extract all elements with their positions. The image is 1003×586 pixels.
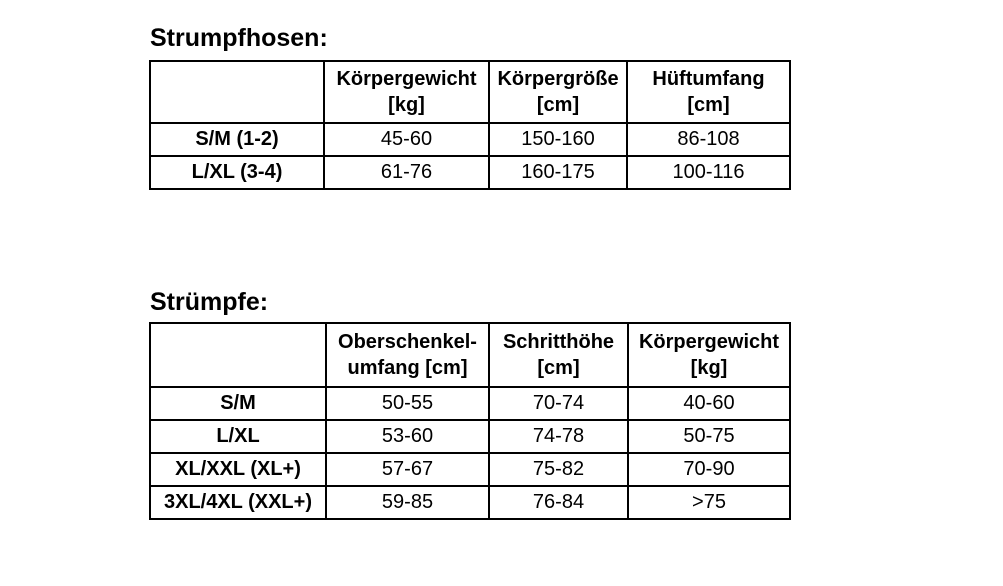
row-label: S/M (1-2) [149, 122, 325, 157]
cell-hueftumfang: 86-108 [626, 122, 791, 157]
row-label: 3XL/4XL (XXL+) [149, 485, 327, 520]
struempfe-title: Strümpfe: [150, 288, 269, 316]
column-header-line1: Körpergewicht [638, 331, 780, 353]
cell-oberschenkelumfang: 53-60 [325, 419, 490, 454]
column-header-line1: Körpergewicht [336, 68, 477, 90]
row-label: L/XL (3-4) [149, 155, 325, 190]
cell-koerpergewicht: 50-75 [627, 419, 791, 454]
cell-oberschenkelumfang: 50-55 [325, 386, 490, 421]
cell-koerpergroesse: 150-160 [488, 122, 628, 157]
column-header-schritthoehe: Schritthöhe [cm] [488, 322, 629, 388]
cell-koerpergewicht: 45-60 [323, 122, 490, 157]
column-header-koerpergewicht: Körpergewicht [kg] [627, 322, 791, 388]
strumpfhosen-title: Strumpfhosen: [150, 24, 328, 52]
table-row: L/XL 53-60 74-78 50-75 [149, 419, 791, 454]
cell-oberschenkelumfang: 59-85 [325, 485, 490, 520]
column-header-line1: Körpergröße [497, 68, 619, 90]
strumpfhosen-table: Körpergewicht [kg] Körpergröße [cm] Hüft… [149, 60, 791, 190]
column-header-unit: [cm] [687, 94, 730, 116]
row-label: L/XL [149, 419, 327, 454]
column-header-koerpergroesse: Körpergröße [cm] [488, 60, 628, 124]
row-label: XL/XXL (XL+) [149, 452, 327, 487]
cell-koerpergewicht: >75 [627, 485, 791, 520]
table-row: XL/XXL (XL+) 57-67 75-82 70-90 [149, 452, 791, 487]
cell-schritthoehe: 75-82 [488, 452, 629, 487]
cell-schritthoehe: 70-74 [488, 386, 629, 421]
struempfe-table: Oberschenkel- umfang [cm] Schritthöhe [c… [149, 322, 791, 520]
struempfe-header-row: Oberschenkel- umfang [cm] Schritthöhe [c… [149, 322, 791, 388]
column-header-hueftumfang: Hüftumfang [cm] [626, 60, 791, 124]
column-header-unit: [cm] [536, 94, 580, 116]
column-header-line1: Oberschenkel- [338, 331, 477, 353]
column-header-unit: [cm] [537, 357, 580, 379]
cell-koerpergroesse: 160-175 [488, 155, 628, 190]
cell-koerpergewicht: 70-90 [627, 452, 791, 487]
corner-cell-empty [149, 60, 325, 124]
column-header-unit: [kg] [388, 94, 425, 116]
cell-schritthoehe: 76-84 [488, 485, 629, 520]
column-header-line1: Schritthöhe [502, 331, 615, 353]
corner-cell-empty [149, 322, 327, 388]
column-header-oberschenkelumfang: Oberschenkel- umfang [cm] [325, 322, 490, 388]
column-header-line1: Hüftumfang [652, 68, 765, 90]
row-label: S/M [149, 386, 327, 421]
cell-oberschenkelumfang: 57-67 [325, 452, 490, 487]
table-row: 3XL/4XL (XXL+) 59-85 76-84 >75 [149, 485, 791, 520]
cell-koerpergewicht: 61-76 [323, 155, 490, 190]
table-row: S/M 50-55 70-74 40-60 [149, 386, 791, 421]
column-header-unit: umfang [cm] [347, 357, 468, 379]
table-row: S/M (1-2) 45-60 150-160 86-108 [149, 122, 791, 157]
column-header-unit: [kg] [690, 357, 728, 379]
cell-hueftumfang: 100-116 [626, 155, 791, 190]
cell-schritthoehe: 74-78 [488, 419, 629, 454]
strumpfhosen-header-row: Körpergewicht [kg] Körpergröße [cm] Hüft… [149, 60, 791, 124]
column-header-koerpergewicht: Körpergewicht [kg] [323, 60, 490, 124]
cell-koerpergewicht: 40-60 [627, 386, 791, 421]
table-row: L/XL (3-4) 61-76 160-175 100-116 [149, 155, 791, 190]
